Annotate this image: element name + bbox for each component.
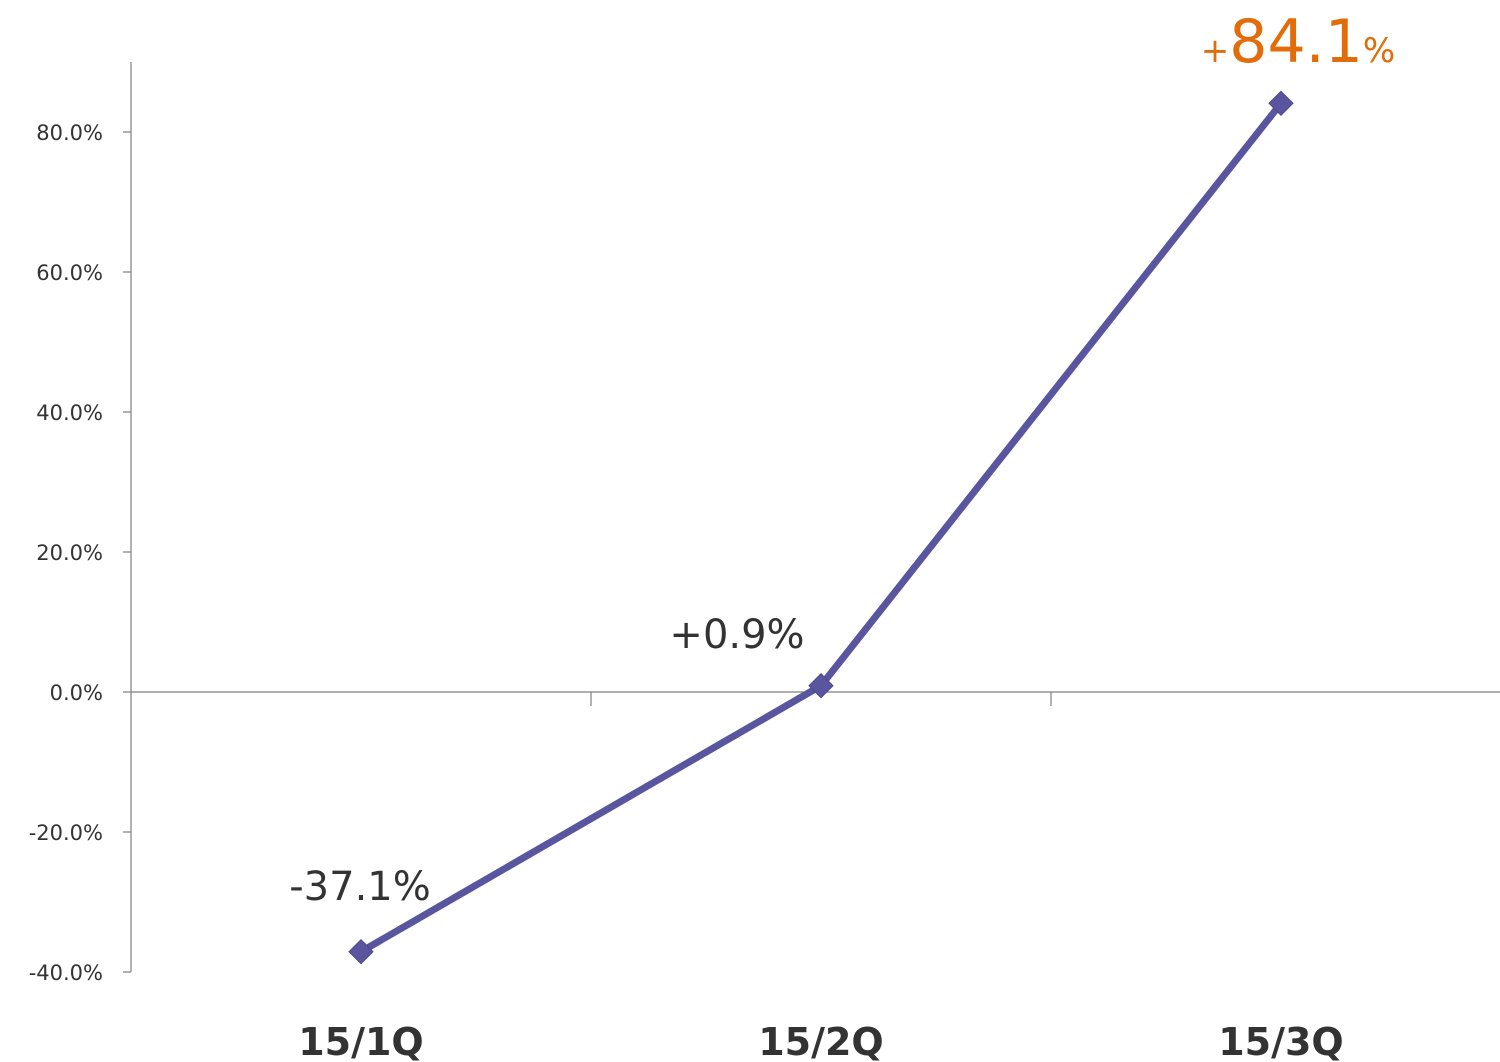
data-point-marker [348, 938, 374, 965]
data-label: -37.1% [289, 864, 431, 910]
y-tick-label: -20.0% [29, 821, 103, 845]
series-line [348, 90, 1294, 965]
y-tick-label: 0.0% [50, 681, 103, 705]
x-tick-label: 15/1Q [298, 1020, 424, 1062]
y-tick-label: 80.0% [36, 121, 103, 145]
y-tick-label: 40.0% [36, 401, 103, 425]
axes [123, 62, 1500, 973]
x-tick-label: 15/3Q [1218, 1020, 1344, 1062]
data-point-marker [1268, 90, 1294, 117]
y-tick-label: 20.0% [36, 541, 103, 565]
series-line-path [357, 99, 1285, 956]
x-tick-label: 15/2Q [758, 1020, 884, 1062]
x-tick-labels: 15/1Q 15/2Q 15/3Q [298, 1020, 1344, 1062]
y-tick-label: -40.0% [29, 961, 103, 985]
data-label: +84.1% [1201, 7, 1395, 77]
y-tick-labels: -40.0% -20.0% 0.0% 20.0% 40.0% 60.0% 80.0% [29, 121, 103, 985]
y-tick-label: 60.0% [36, 261, 103, 285]
data-label-value: 84.1 [1229, 7, 1363, 77]
data-label: +0.9% [669, 612, 804, 658]
data-point-marker [808, 672, 834, 699]
data-label-prefix: + [1201, 31, 1230, 71]
data-label-suffix: % [1363, 31, 1395, 71]
data-labels: -37.1% +0.9% +84.1% [289, 7, 1395, 910]
